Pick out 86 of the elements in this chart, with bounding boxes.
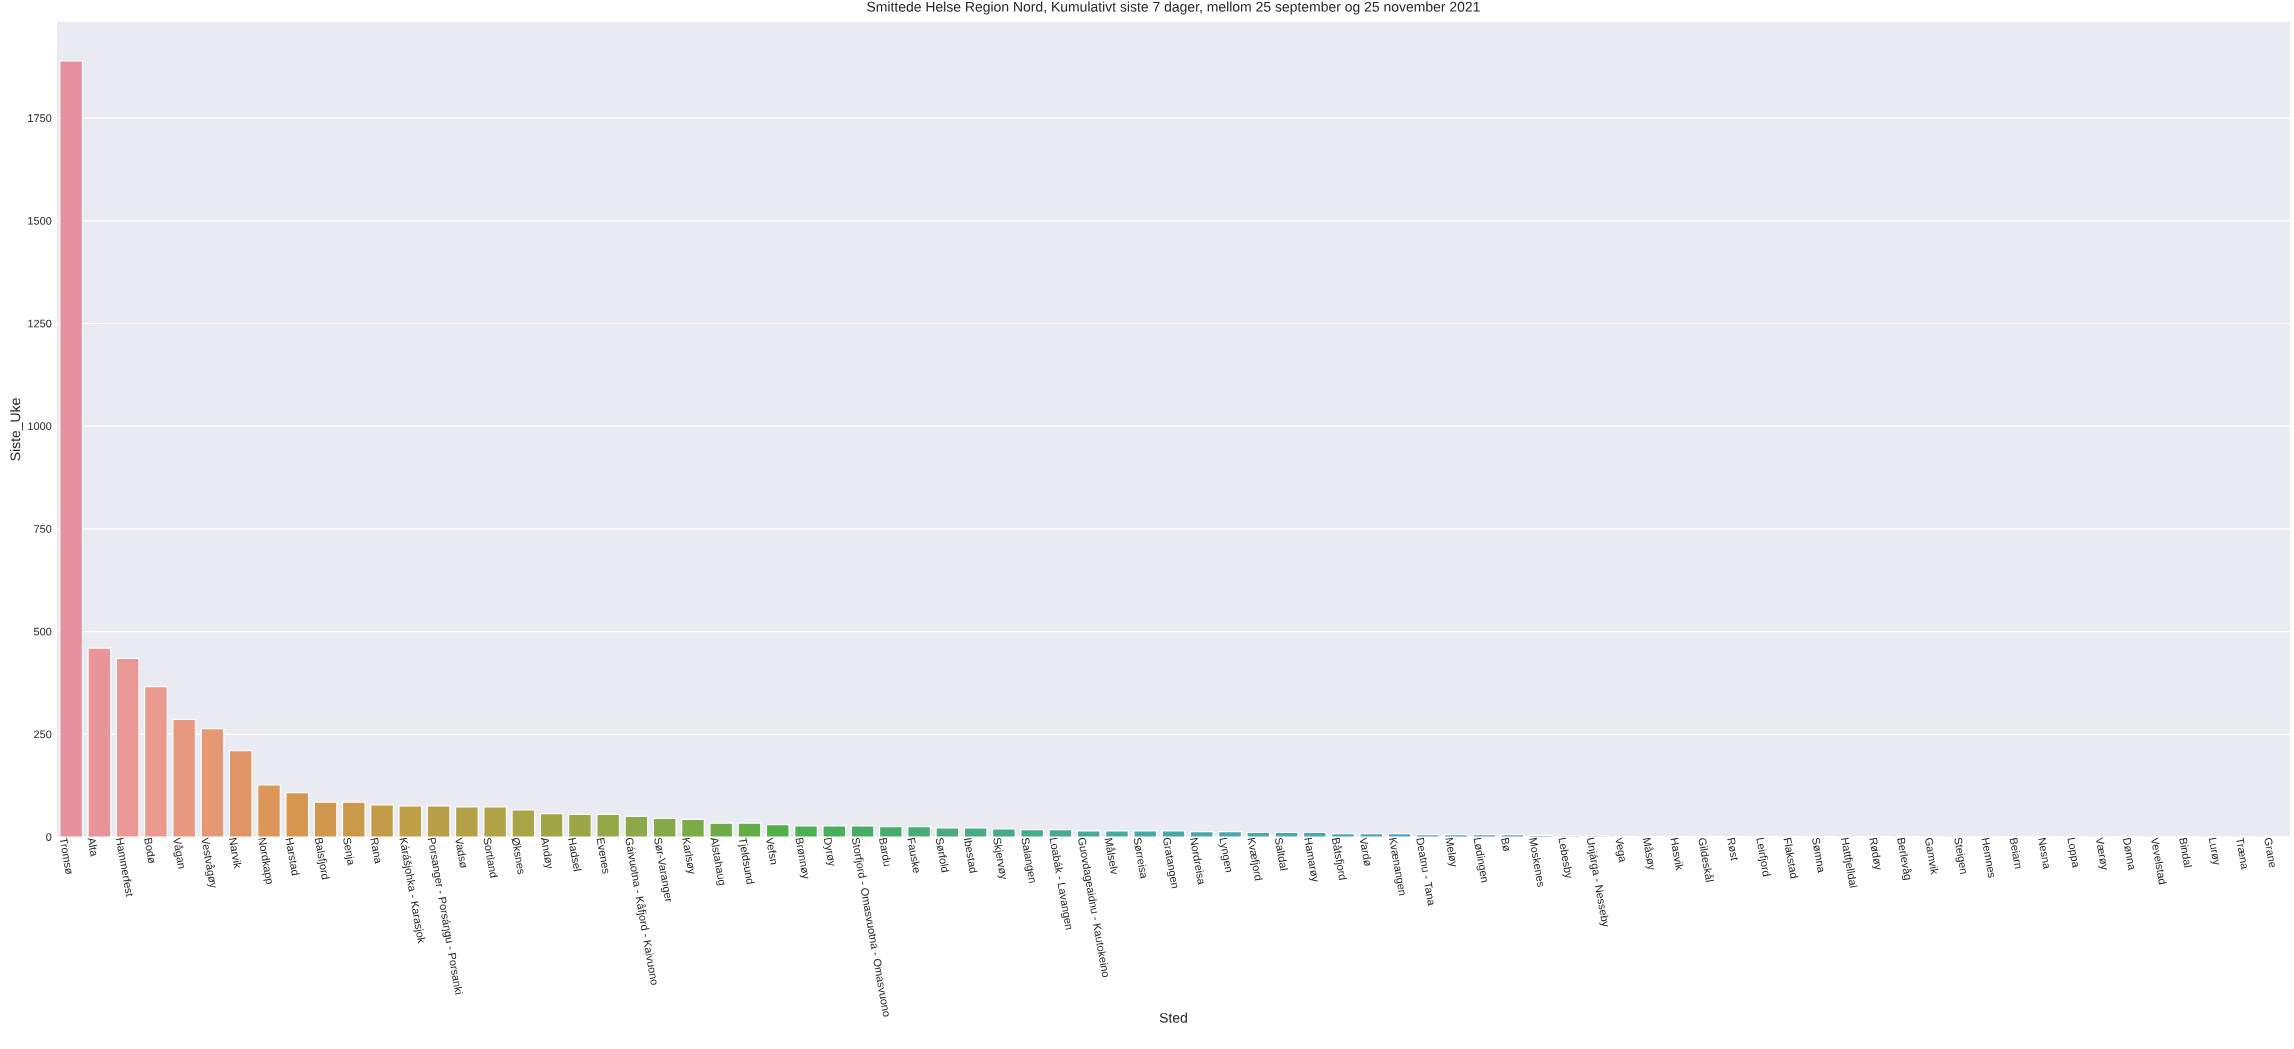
x-tick-label: Alstahaug xyxy=(710,838,725,886)
x-tick-label: Lødingen xyxy=(1473,837,1487,883)
x-tick-label: Bø xyxy=(1501,837,1510,851)
x-tick-label: Loppa xyxy=(2067,837,2078,869)
x-tick-label: Sørfold xyxy=(935,838,950,873)
x-tick-label: Vevelstad xyxy=(2151,837,2167,885)
x-tick-label: Bardu xyxy=(879,837,891,867)
x-tick-label: Senja xyxy=(343,837,355,866)
x-tick-label: Vega xyxy=(1615,836,1625,863)
x-tick-label: Ibestad xyxy=(963,837,978,873)
x-tick-label: Træna xyxy=(2236,837,2247,870)
x-tick-label: Dønna xyxy=(2123,837,2134,871)
x-tick-label: Evenes xyxy=(596,837,609,874)
x-tick-label: Steigen xyxy=(1954,837,1966,874)
x-tick-label: Hemnes xyxy=(1981,837,1994,878)
x-tick-label: Hattfjelldal xyxy=(1841,837,1858,888)
y-tick-label: 1500 xyxy=(28,216,52,225)
y-tick-label: 750 xyxy=(34,525,52,533)
x-tick-label: Sørreisa xyxy=(1133,838,1147,880)
chart-title: Smittede Helse Region Nord, Kumulativt siste 7 dager, mellom 25 september og 25 november 2021 xyxy=(867,1,1480,15)
x-tick-label: Kárášjohka - Karasjok xyxy=(399,837,426,944)
x-tick-label: Rana xyxy=(370,837,381,865)
x-tick-label: Gildeskål xyxy=(1698,838,1714,883)
x-tick-label: Leirfjord xyxy=(1756,837,1771,877)
x-tick-label: Lurøy xyxy=(2208,837,2220,865)
x-tick-label: Bindal xyxy=(2179,837,2193,868)
x-tick-label: Saltdal xyxy=(1275,838,1289,871)
x-tick-label: Tromsø xyxy=(59,837,72,874)
y-tick-label: 1250 xyxy=(28,319,52,328)
y-tick-label: 1000 xyxy=(28,422,52,431)
x-tick-label: Deatnu - Tana xyxy=(1416,837,1434,907)
y-axis-title: Siste_Uke xyxy=(10,398,23,461)
x-tick-label: Hammerfest xyxy=(115,837,133,897)
x-tick-label: Måsøy xyxy=(1642,837,1655,870)
x-tick-label: Alta xyxy=(87,838,97,857)
x-tick-label: Hadsel xyxy=(568,837,582,872)
y-tick-label: 1750 xyxy=(28,114,52,122)
x-tick-label: Sortland xyxy=(483,838,499,878)
x-tick-label: Meløy xyxy=(1445,837,1457,867)
x-tick-label: Kvænangen xyxy=(1389,837,1405,896)
x-tick-label: Nesna xyxy=(2038,837,2049,870)
x-tick-label: Brønnøy xyxy=(795,837,809,879)
x-tick-label: Harstad xyxy=(285,837,300,876)
x-tick-label: Karlsøy xyxy=(682,837,695,874)
x-tick-label: Værøy xyxy=(2096,836,2108,870)
x-tick-label: Øksnes xyxy=(511,838,524,875)
x-tick-label: Fauske xyxy=(907,837,920,873)
x-tick-label: Dyrøy xyxy=(822,837,835,866)
x-tick-label: Båtsfjord xyxy=(1331,837,1348,881)
x-tick-label: Røst xyxy=(1727,837,1738,861)
x-tick-label: Tjeldsund xyxy=(737,837,755,885)
x-tick-label: Lebesby xyxy=(1558,837,1572,878)
x-tick-label: Berlevåg xyxy=(1897,837,1912,881)
x-tick-label: Unjárga - Nesseby xyxy=(1586,837,1609,927)
x-tick-label: Andøy xyxy=(540,838,553,869)
x-tick-label: Vadsø xyxy=(455,837,467,868)
x-tick-label: Loabák - Lavangen xyxy=(1049,837,1072,930)
x-tick-label: Kvæfjord xyxy=(1247,837,1263,881)
x-tick-label: Salangen xyxy=(1021,837,1035,883)
x-tick-label: Flakstad xyxy=(1783,837,1799,879)
x-tick-label: Beiarn xyxy=(2009,837,2021,869)
x-tick-label: Nordkapp xyxy=(258,837,272,885)
x-tick-label: Sør-Varanger xyxy=(654,837,672,902)
x-tick-label: Hamarøy xyxy=(1304,837,1318,882)
x-tick-label: Skjervøy xyxy=(993,837,1007,880)
y-tick-label: 0 xyxy=(46,833,52,841)
x-tick-label: Vestvågøy xyxy=(201,836,216,888)
x-tick-label: Rødøy xyxy=(1869,837,1881,870)
x-tick-label: Grane xyxy=(2264,838,2275,868)
x-tick-label: Narvik xyxy=(229,837,242,869)
x-tick-label: Målselv xyxy=(1104,837,1118,874)
x-tick-label: Hasvik xyxy=(1670,837,1684,871)
x-tick-label: Gratangen xyxy=(1163,837,1178,889)
x-tick-label: Vardø xyxy=(1360,837,1372,866)
x-tick-label: Moskenes xyxy=(1529,837,1544,887)
x-tick-label: Sømna xyxy=(1812,838,1824,874)
x-tick-label: Lyngen xyxy=(1218,837,1231,873)
x-tick-label: Vefsn xyxy=(766,837,777,865)
x-axis-title: Sted xyxy=(1159,1012,1187,1023)
x-tick-label: Gamvik xyxy=(1925,838,1939,875)
x-tick-label: Balsfjord xyxy=(314,837,330,880)
y-tick-label: 500 xyxy=(33,627,52,636)
x-tick-label: Bodø xyxy=(144,837,156,863)
x-tick-label: Vågan xyxy=(173,836,184,869)
y-tick-label: 250 xyxy=(34,730,52,739)
x-tick-label: Nordreisa xyxy=(1190,837,1204,886)
